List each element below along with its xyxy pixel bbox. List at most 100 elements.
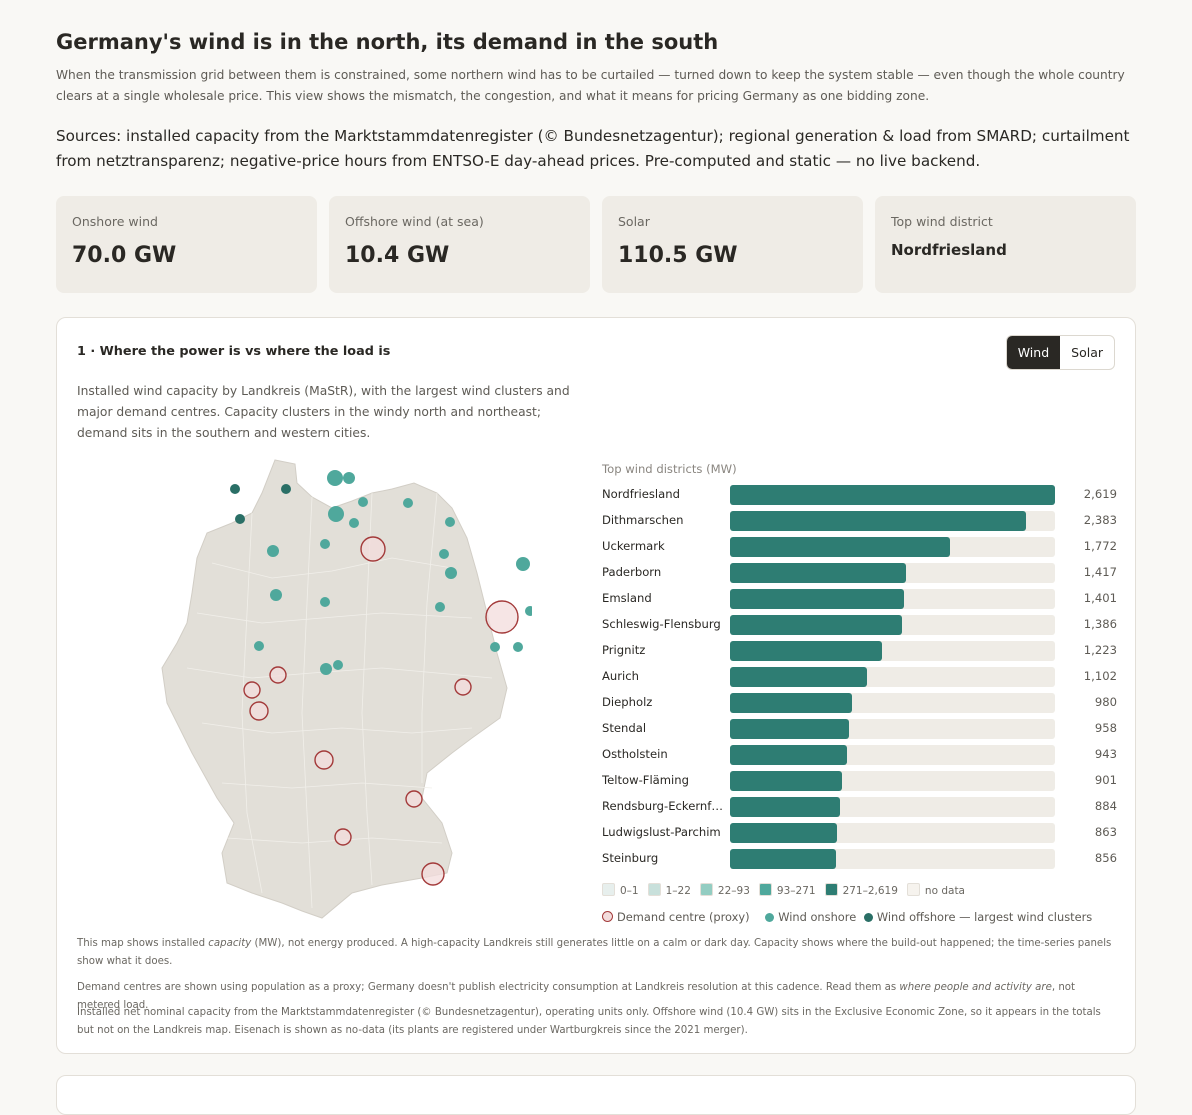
onshore-cluster-marker[interactable] bbox=[403, 498, 413, 508]
district-borders bbox=[186, 492, 493, 909]
bar-row[interactable]: Dithmarschen 2,383 bbox=[602, 511, 1117, 531]
bar bbox=[730, 849, 837, 869]
toggle-solar-button[interactable]: Solar bbox=[1071, 345, 1103, 360]
offshore-clusters bbox=[230, 484, 291, 524]
onshore-cluster-marker[interactable] bbox=[439, 549, 449, 559]
bar-value-label: 1,417 bbox=[1083, 565, 1117, 579]
legend-demand-label: Demand centre (proxy) bbox=[617, 910, 750, 924]
stat-label: Offshore wind (at sea) bbox=[345, 214, 484, 229]
onshore-cluster-marker[interactable] bbox=[525, 606, 532, 616]
demand-centre-marker[interactable] bbox=[334, 828, 352, 846]
legend-item: 93–271 bbox=[758, 883, 816, 897]
bar-label: Paderborn bbox=[602, 565, 662, 579]
demand-centre-marker[interactable] bbox=[421, 862, 445, 886]
onshore-cluster-marker[interactable] bbox=[270, 589, 282, 601]
legend-label: 93–271 bbox=[776, 885, 816, 897]
demand-centre-marker[interactable] bbox=[485, 600, 519, 634]
bar-row[interactable]: Rendsburg-Eckernförde 884 bbox=[602, 797, 1117, 817]
bar-row[interactable]: Nordfriesland 2,619 bbox=[602, 485, 1117, 505]
stat-card-onshore: Onshore wind 70.0 GW bbox=[56, 196, 317, 293]
onshore-cluster-marker[interactable] bbox=[328, 506, 344, 522]
onshore-cluster-marker[interactable] bbox=[358, 497, 368, 507]
onshore-cluster-marker[interactable] bbox=[333, 660, 343, 670]
bar-row[interactable]: Paderborn 1,417 bbox=[602, 563, 1117, 583]
onshore-cluster-marker[interactable] bbox=[513, 642, 523, 652]
stat-label: Top wind district bbox=[891, 214, 993, 229]
bar-label: Aurich bbox=[602, 669, 639, 683]
bar-row[interactable]: Prignitz 1,223 bbox=[602, 641, 1117, 661]
bar-value-label: 1,102 bbox=[1083, 669, 1117, 683]
bar-track bbox=[730, 719, 1055, 739]
bar-row[interactable]: Schleswig-Flensburg 1,386 bbox=[602, 615, 1117, 635]
bar-track bbox=[730, 511, 1055, 531]
demand-centre-marker[interactable] bbox=[454, 678, 472, 696]
legend-label: no data bbox=[924, 885, 965, 897]
onshore-cluster-marker[interactable] bbox=[320, 539, 330, 549]
intro-text: When the transmission grid between them … bbox=[56, 68, 1125, 103]
onshore-cluster-marker[interactable] bbox=[445, 517, 455, 527]
bar bbox=[730, 641, 882, 661]
bars-title: Top wind districts (MW) bbox=[602, 462, 737, 476]
bar-row[interactable]: Diepholz 980 bbox=[602, 693, 1117, 713]
stat-card-offshore: Offshore wind (at sea) 10.4 GW bbox=[329, 196, 590, 293]
section-description: Installed wind capacity by Landkreis (Ma… bbox=[77, 384, 570, 440]
bar-track bbox=[730, 615, 1055, 635]
bar-label: Ludwigslust-Parchim bbox=[602, 825, 721, 839]
toggle-wind-button[interactable]: Wind bbox=[1006, 336, 1061, 369]
section-card-next bbox=[56, 1075, 1136, 1115]
onshore-cluster-marker[interactable] bbox=[267, 545, 279, 557]
bar-label: Schleswig-Flensburg bbox=[602, 617, 721, 631]
bar-track bbox=[730, 771, 1055, 791]
bar-track bbox=[730, 693, 1055, 713]
germany-map[interactable] bbox=[152, 453, 532, 923]
demand-centre-marker[interactable] bbox=[269, 666, 287, 684]
note-source: Installed net nominal capacity from the … bbox=[77, 1007, 1101, 1036]
bar-value-label: 943 bbox=[1094, 747, 1117, 761]
section-card-power-vs-load: 1 · Where the power is vs where the load… bbox=[56, 317, 1136, 1054]
offshore-cluster-marker[interactable] bbox=[230, 484, 240, 494]
onshore-cluster-marker[interactable] bbox=[254, 641, 264, 651]
bar-value-label: 1,223 bbox=[1083, 643, 1117, 657]
demand-centre-marker[interactable] bbox=[249, 701, 269, 721]
onshore-cluster-marker[interactable] bbox=[343, 472, 355, 484]
section-title: 1 · Where the power is vs where the load… bbox=[77, 344, 391, 359]
demand-centre-marker[interactable] bbox=[360, 536, 386, 562]
onshore-cluster-marker[interactable] bbox=[435, 602, 445, 612]
onshore-cluster-marker[interactable] bbox=[445, 567, 457, 579]
demand-centre-marker[interactable] bbox=[405, 790, 423, 808]
legend-label: 0–1 bbox=[620, 885, 639, 897]
bar-row[interactable]: Stendal 958 bbox=[602, 719, 1117, 739]
bar-track bbox=[730, 823, 1055, 843]
note-emphasis: where people and activity are bbox=[899, 982, 1052, 993]
stat-card-top-district: Top wind district Nordfriesland bbox=[875, 196, 1136, 293]
onshore-cluster-marker[interactable] bbox=[349, 518, 359, 528]
bar-value-label: 2,383 bbox=[1083, 513, 1117, 527]
stat-value: 110.5 GW bbox=[618, 243, 738, 268]
offshore-cluster-marker[interactable] bbox=[235, 514, 245, 524]
bar-track bbox=[730, 537, 1055, 557]
legend-swatch bbox=[647, 883, 661, 896]
bar-row[interactable]: Steinburg 856 bbox=[602, 849, 1117, 869]
bar-label: Steinburg bbox=[602, 851, 659, 865]
onshore-cluster-marker[interactable] bbox=[490, 642, 500, 652]
offshore-cluster-marker[interactable] bbox=[281, 484, 291, 494]
bar-row[interactable]: Teltow-Fläming 901 bbox=[602, 771, 1117, 791]
bar-row[interactable]: Emsland 1,401 bbox=[602, 589, 1117, 609]
bar-row[interactable]: Ostholstein 943 bbox=[602, 745, 1117, 765]
onshore-cluster-marker[interactable] bbox=[327, 470, 343, 486]
demand-centre-marker[interactable] bbox=[243, 681, 261, 699]
legend-item: 1–22 bbox=[647, 883, 691, 897]
legend-swatch bbox=[602, 883, 615, 896]
bar-row[interactable]: Aurich 1,102 bbox=[602, 667, 1117, 687]
onshore-clusters bbox=[254, 470, 532, 675]
onshore-cluster-marker[interactable] bbox=[320, 597, 330, 607]
bar-label: Teltow-Fläming bbox=[602, 773, 689, 787]
bar-row[interactable]: Uckermark 1,772 bbox=[602, 537, 1117, 557]
note-text: This map shows installed bbox=[77, 938, 209, 949]
demand-centre-marker[interactable] bbox=[314, 750, 334, 770]
note-text: (MW), not energy produced. A high-capaci… bbox=[77, 938, 1112, 967]
bar-row[interactable]: Ludwigslust-Parchim 863 bbox=[602, 823, 1117, 843]
onshore-cluster-marker[interactable] bbox=[516, 557, 530, 571]
onshore-cluster-marker[interactable] bbox=[320, 663, 332, 675]
bar-label: Ostholstein bbox=[602, 747, 668, 761]
